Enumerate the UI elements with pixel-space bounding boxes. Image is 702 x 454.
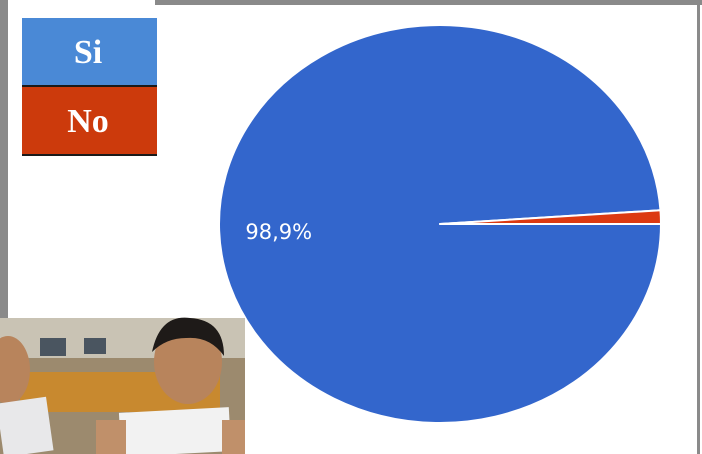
- photo-hand: [222, 420, 245, 454]
- photo-paper: [118, 407, 232, 454]
- photo-face: [154, 320, 222, 404]
- photo-monitor: [40, 338, 66, 356]
- left-frame: [0, 0, 8, 320]
- photo-face: [0, 336, 30, 404]
- legend-label: Si: [74, 34, 102, 71]
- photo: [0, 317, 245, 454]
- photo-monitor: [84, 338, 106, 354]
- legend-swatch: [22, 18, 157, 85]
- legend-border: [22, 154, 157, 156]
- value-label: 98,9%: [245, 220, 312, 244]
- pie-slice: [439, 209, 662, 225]
- top-frame: [155, 0, 702, 5]
- right-frame: [697, 0, 700, 454]
- legend: Si No: [22, 18, 157, 156]
- photo-hair: [152, 317, 224, 356]
- legend-swatch: [22, 87, 157, 154]
- photo-paper: [0, 396, 54, 454]
- legend-label: No: [67, 103, 109, 140]
- legend-border: [22, 85, 157, 87]
- pie: 98,9%: [218, 24, 662, 425]
- photo-hand: [96, 420, 126, 454]
